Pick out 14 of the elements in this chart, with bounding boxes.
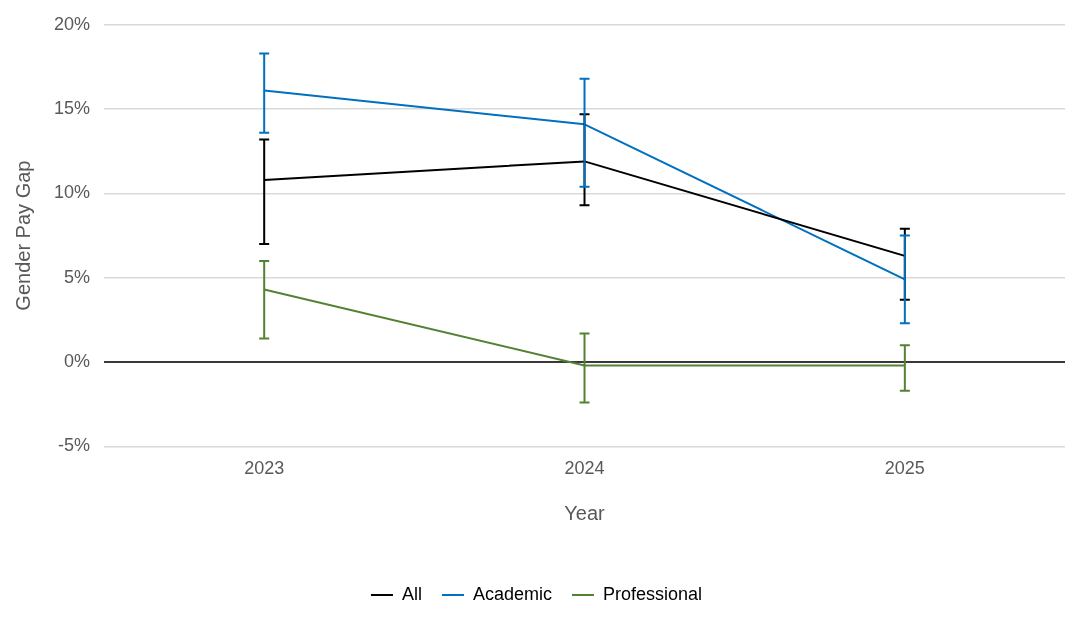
y-tick-label: 5% [64,266,91,287]
y-tick-label: -5% [58,435,91,456]
x-axis-title: Year [564,501,606,524]
x-tick-label: 2024 [564,458,605,479]
y-tick-label: 20% [54,13,91,34]
x-tick-label: 2023 [244,458,285,479]
legend-label: All [401,583,422,604]
y-tick-label: 10% [54,182,91,203]
y-axis-title: Gender Pay Gap [11,160,34,311]
y-tick-label: 15% [54,98,91,119]
legend-label: Academic [472,583,552,604]
legend-label: Professional [602,583,703,604]
y-tick-label: 0% [64,351,91,372]
x-tick-label: 2025 [884,458,925,479]
